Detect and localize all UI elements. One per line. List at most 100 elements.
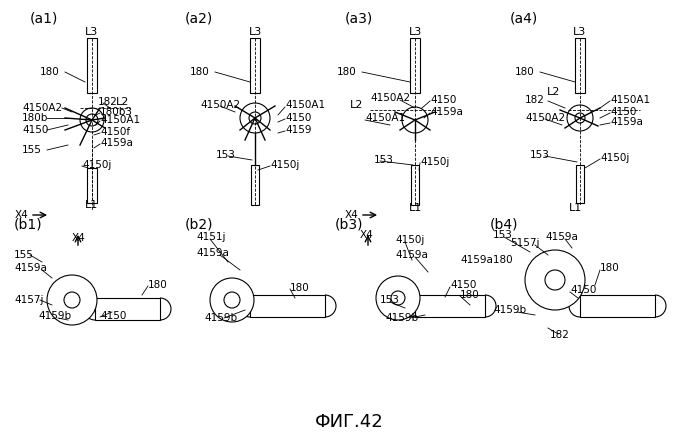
Bar (250, 295, 325, 317)
Text: (b1): (b1) (14, 218, 43, 232)
Circle shape (376, 276, 420, 320)
Bar (95, 298, 160, 320)
Text: X4: X4 (72, 233, 86, 243)
Text: 155: 155 (14, 250, 34, 260)
Text: 5157j: 5157j (510, 238, 540, 248)
Circle shape (224, 292, 240, 308)
Text: 4150A1: 4150A1 (285, 100, 325, 110)
Text: (b2): (b2) (185, 218, 213, 232)
Text: 4150: 4150 (100, 311, 127, 321)
Text: X4: X4 (360, 230, 374, 240)
Text: 4159a: 4159a (100, 138, 133, 148)
Text: 4150A1: 4150A1 (365, 113, 405, 123)
Bar (87, 38, 97, 93)
Text: 182: 182 (550, 330, 570, 340)
Text: 4150j: 4150j (270, 160, 299, 170)
Text: 4150A2: 4150A2 (200, 100, 240, 110)
Bar (580, 295, 655, 317)
Text: 4159a: 4159a (610, 117, 643, 127)
Bar (250, 38, 260, 93)
Bar (576, 165, 584, 203)
Circle shape (47, 275, 97, 325)
Text: 4159b: 4159b (385, 313, 418, 323)
Bar (251, 165, 259, 205)
Text: 4150A2: 4150A2 (370, 93, 410, 103)
Text: (a1): (a1) (30, 11, 59, 25)
Text: L3: L3 (408, 27, 421, 37)
Text: 4159b: 4159b (204, 313, 237, 323)
Text: 180: 180 (41, 67, 60, 77)
Text: 4150A1: 4150A1 (100, 115, 140, 125)
Circle shape (567, 105, 593, 131)
Text: 4150A2: 4150A2 (525, 113, 565, 123)
Circle shape (575, 113, 585, 123)
Text: 4150j: 4150j (420, 157, 449, 167)
Text: 4150j: 4150j (82, 160, 111, 170)
Text: 153: 153 (216, 150, 236, 160)
Text: 180b: 180b (22, 113, 48, 123)
Text: 153: 153 (374, 155, 394, 165)
Text: (a4): (a4) (510, 11, 538, 25)
Text: L3: L3 (248, 27, 261, 37)
Circle shape (210, 278, 254, 322)
Text: 4151j: 4151j (196, 232, 226, 242)
Circle shape (545, 270, 565, 290)
Text: 4150j: 4150j (395, 235, 424, 245)
Text: 4150j: 4150j (600, 153, 629, 163)
Text: L1: L1 (408, 203, 421, 213)
Text: 182: 182 (98, 97, 118, 107)
Text: (a3): (a3) (345, 11, 373, 25)
Text: 4159a: 4159a (196, 248, 229, 258)
Text: 155: 155 (22, 145, 42, 155)
Text: (a2): (a2) (185, 11, 213, 25)
Text: L3: L3 (573, 27, 586, 37)
Text: L1: L1 (568, 203, 582, 213)
Text: ФИГ.42: ФИГ.42 (315, 413, 383, 431)
Text: (b3): (b3) (335, 218, 363, 232)
Text: 180b3: 180b3 (100, 107, 133, 117)
Text: 4159b: 4159b (38, 311, 71, 321)
Bar (410, 38, 420, 93)
Text: 4150: 4150 (22, 125, 48, 135)
Text: 4159a180: 4159a180 (460, 255, 512, 265)
Text: 180: 180 (337, 67, 357, 77)
Text: 180: 180 (290, 283, 310, 293)
Text: 180: 180 (600, 263, 620, 273)
Text: L2: L2 (350, 100, 363, 110)
Text: 153: 153 (493, 230, 513, 240)
Text: L1: L1 (85, 200, 99, 210)
Text: (b4): (b4) (490, 218, 519, 232)
Circle shape (80, 108, 104, 132)
Bar (415, 295, 485, 317)
Text: 153: 153 (530, 150, 550, 160)
Text: 4159b: 4159b (493, 305, 526, 315)
Text: 4150f: 4150f (100, 127, 130, 137)
Bar (575, 38, 585, 93)
Circle shape (64, 292, 80, 308)
Text: 4150: 4150 (610, 107, 636, 117)
Text: 4159a: 4159a (14, 263, 47, 273)
Circle shape (402, 107, 428, 133)
Text: L2: L2 (116, 97, 129, 107)
Text: 182: 182 (525, 95, 545, 105)
Text: 4150: 4150 (570, 285, 596, 295)
Text: 4150: 4150 (430, 95, 456, 105)
Text: X4: X4 (15, 210, 29, 220)
Text: L2: L2 (547, 87, 560, 97)
Circle shape (525, 250, 585, 310)
Text: 4150: 4150 (450, 280, 477, 290)
Text: 4150A1: 4150A1 (610, 95, 650, 105)
Text: 4159: 4159 (285, 125, 312, 135)
Text: 4150A2: 4150A2 (22, 103, 62, 113)
Text: 180: 180 (148, 280, 168, 290)
Text: 4157j: 4157j (14, 295, 43, 305)
Text: 4159a: 4159a (430, 107, 463, 117)
Circle shape (391, 291, 405, 305)
Text: 180: 180 (190, 67, 210, 77)
Text: 180: 180 (515, 67, 535, 77)
Bar (87, 168, 97, 203)
Text: X4: X4 (345, 210, 359, 220)
Text: 4150: 4150 (285, 113, 311, 123)
Text: 180: 180 (460, 290, 480, 300)
Text: 4159a: 4159a (395, 250, 428, 260)
